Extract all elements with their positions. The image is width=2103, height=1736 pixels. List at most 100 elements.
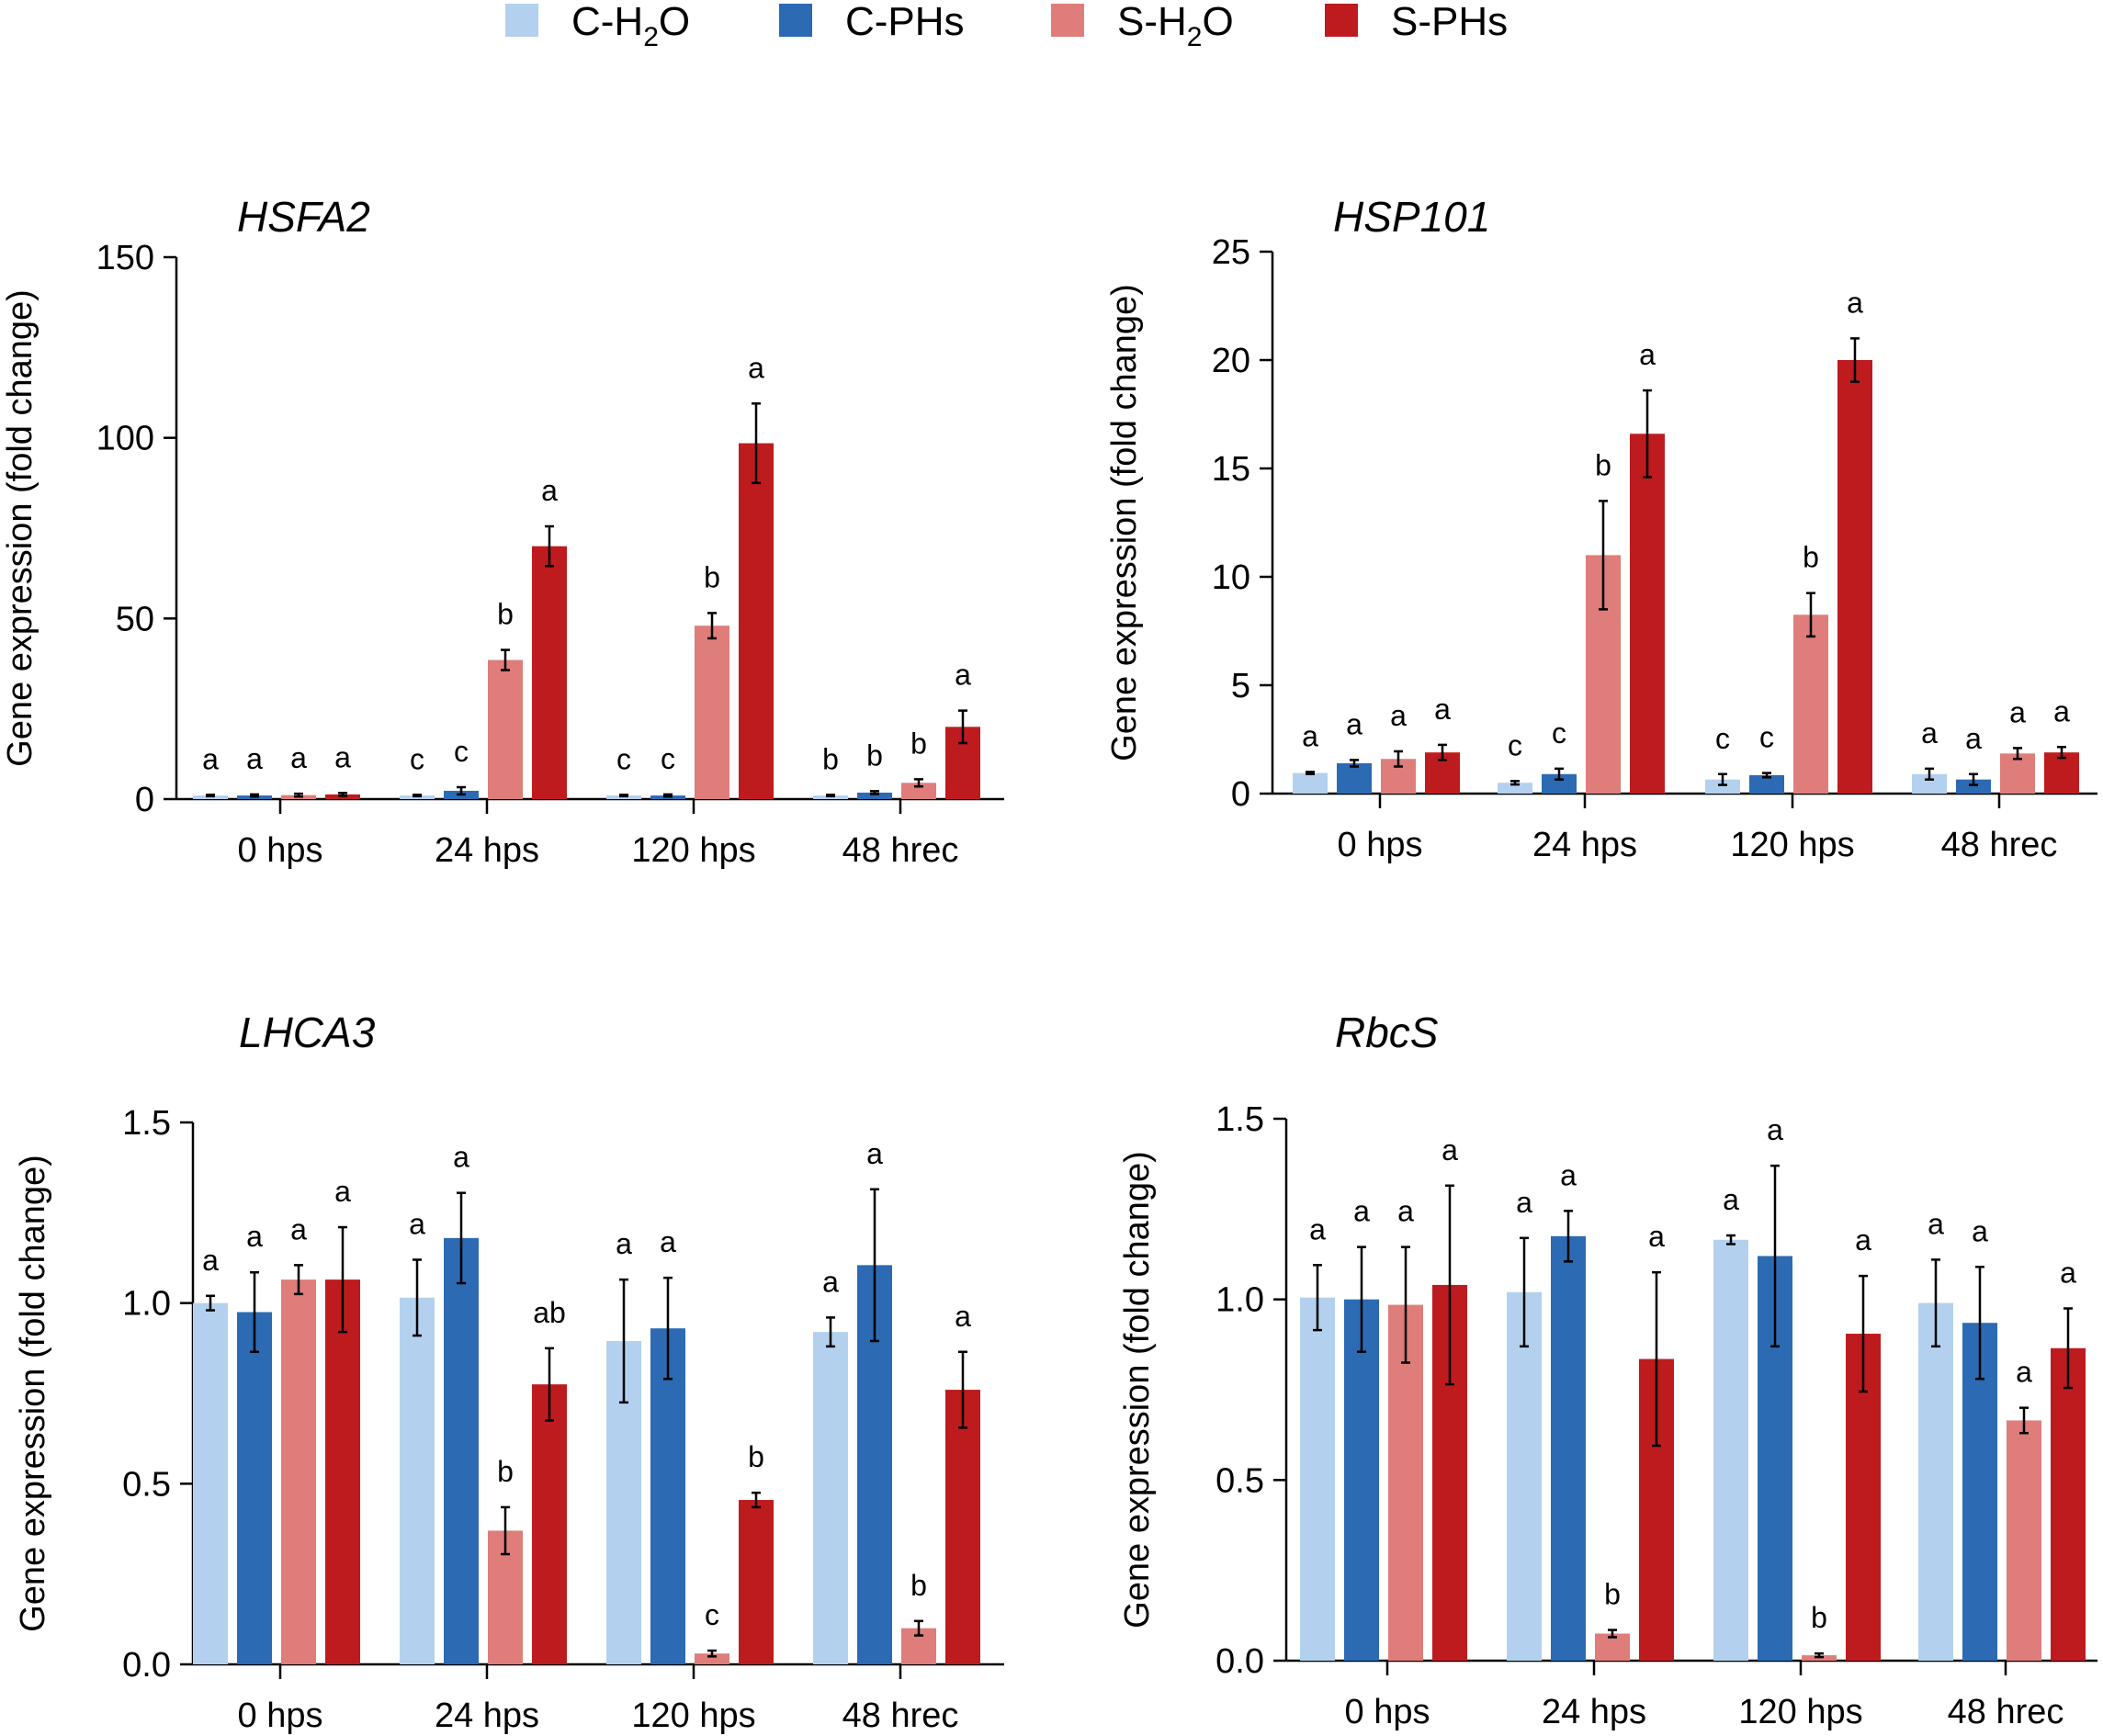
error-bar bbox=[1438, 743, 1447, 761]
significance-letter: b bbox=[822, 742, 839, 775]
significance-letter: c bbox=[1508, 728, 1522, 761]
bar-s-h2o-0-hps bbox=[1388, 1304, 1423, 1661]
error-bar bbox=[1520, 1236, 1529, 1348]
error-bar bbox=[1357, 1246, 1366, 1353]
error-bar bbox=[501, 1505, 510, 1556]
significance-letter: c bbox=[1759, 721, 1774, 754]
significance-letter: b bbox=[1595, 448, 1611, 481]
bar-c-phs-24-hps bbox=[1542, 773, 1577, 794]
y-tick-label: 0.5 bbox=[122, 1465, 171, 1504]
series-s-phs: a a a a bbox=[1432, 1133, 2086, 1661]
panel-title: HSFA2 bbox=[237, 193, 370, 241]
bar-c-h2o-24-hps bbox=[400, 1297, 435, 1664]
bar-c-h2o-120-hps bbox=[1713, 1239, 1748, 1661]
bar-c-phs-0-hps bbox=[1344, 1299, 1379, 1661]
panel-hsfa2: HSFA2 Gene expression (fold change) 0 50 100… bbox=[1, 193, 1004, 870]
bar-s-phs-24-hps bbox=[532, 546, 567, 799]
error-bar bbox=[2063, 1307, 2073, 1390]
x-tick-label-48-hrec: 48 hrec bbox=[1948, 1693, 2064, 1731]
error-bar bbox=[870, 790, 879, 795]
legend-label: S-H2O bbox=[1117, 0, 1234, 52]
bar-s-h2o-0-hps bbox=[281, 1279, 316, 1664]
x-tick-label-24-hps: 24 hps bbox=[435, 831, 539, 870]
y-axis-title: Gene expression (fold change) bbox=[1, 289, 40, 767]
significance-letter: a bbox=[1972, 1214, 1988, 1247]
bar-c-h2o-48-hrec bbox=[1918, 1302, 1953, 1661]
error-bar bbox=[1564, 1210, 1573, 1263]
significance-letter: a bbox=[1346, 707, 1362, 740]
bar-s-h2o-48-hrec bbox=[2000, 753, 2035, 794]
bar-c-phs-48-hrec bbox=[857, 792, 892, 799]
error-bar bbox=[1394, 750, 1403, 768]
significance-letter: ab bbox=[533, 1296, 566, 1329]
y-tick-label: 100 bbox=[96, 420, 154, 458]
error-bar bbox=[1599, 500, 1608, 611]
error-bar bbox=[752, 402, 761, 485]
significance-letter: b bbox=[866, 738, 883, 772]
y-tick-label: 20 bbox=[1212, 342, 1250, 380]
error-bar bbox=[413, 794, 422, 798]
series-c-phs: a a a a bbox=[1344, 1113, 1997, 1661]
significance-letter: a bbox=[1723, 1183, 1739, 1216]
error-bar bbox=[1555, 767, 1564, 781]
y-tick-label: 0.5 bbox=[1215, 1461, 1264, 1500]
significance-letter: a bbox=[1767, 1113, 1783, 1146]
y-tick-label: 5 bbox=[1231, 667, 1250, 705]
legend-item-c-h2o: C-H2O bbox=[505, 0, 690, 52]
bar-c-phs-48-hrec bbox=[1956, 779, 1991, 794]
error-bar bbox=[338, 792, 347, 797]
legend-swatch bbox=[779, 4, 812, 37]
y-tick-label: 0.0 bbox=[1215, 1642, 1264, 1681]
y-axis-title: Gene expression (fold change) bbox=[1118, 1151, 1157, 1629]
bar-s-phs-48-hrec bbox=[945, 1390, 980, 1664]
y-tick-label: 1.0 bbox=[122, 1285, 171, 1324]
bar-s-phs-0-hps bbox=[325, 1279, 360, 1664]
error-bar bbox=[958, 709, 967, 745]
error-bar bbox=[914, 778, 923, 788]
error-bar bbox=[250, 793, 259, 798]
error-bar bbox=[1445, 1184, 1454, 1386]
significance-letter: b bbox=[1604, 1578, 1621, 1611]
error-bar bbox=[2013, 747, 2022, 761]
significance-letter: a bbox=[290, 741, 307, 774]
x-tick-label-0-hps: 0 hps bbox=[1345, 1693, 1430, 1731]
bar-c-h2o-0-hps bbox=[1293, 772, 1328, 794]
y-tick-label: 0 bbox=[135, 781, 154, 819]
significance-letter: a bbox=[541, 474, 558, 507]
error-bar bbox=[752, 1491, 761, 1509]
error-bar bbox=[870, 1188, 879, 1343]
error-bar bbox=[1969, 772, 1978, 786]
bar-s-phs-24-hps bbox=[1630, 434, 1665, 794]
error-bar bbox=[413, 1258, 422, 1337]
error-bar bbox=[1770, 1164, 1780, 1348]
bar-c-phs-24-hps bbox=[1551, 1235, 1586, 1661]
significance-letter: a bbox=[1516, 1186, 1532, 1219]
bar-s-h2o-120-hps bbox=[1793, 614, 1828, 794]
error-bar bbox=[707, 612, 717, 640]
significance-letter: a bbox=[2016, 1356, 2032, 1389]
error-bar bbox=[1931, 1258, 1940, 1348]
error-bar bbox=[1718, 772, 1727, 786]
error-bar bbox=[1608, 1629, 1617, 1639]
significance-letter: c bbox=[705, 1598, 719, 1631]
significance-letter: a bbox=[660, 1225, 676, 1258]
legend-swatch bbox=[505, 4, 538, 37]
legend-item-s-phs: S-PHs bbox=[1325, 0, 1508, 44]
significance-letter: a bbox=[955, 659, 971, 692]
legend-label: C-H2O bbox=[571, 0, 690, 52]
bar-c-h2o-0-hps bbox=[1300, 1297, 1335, 1661]
error-bar bbox=[1975, 1266, 1984, 1381]
significance-letter: a bbox=[1847, 286, 1863, 319]
significance-letter: b bbox=[1811, 1601, 1827, 1634]
bar-s-phs-120-hps bbox=[739, 1500, 774, 1664]
error-bar bbox=[1762, 772, 1771, 779]
bar-c-h2o-24-hps bbox=[1507, 1291, 1542, 1661]
bar-s-h2o-24-hps bbox=[488, 659, 523, 799]
